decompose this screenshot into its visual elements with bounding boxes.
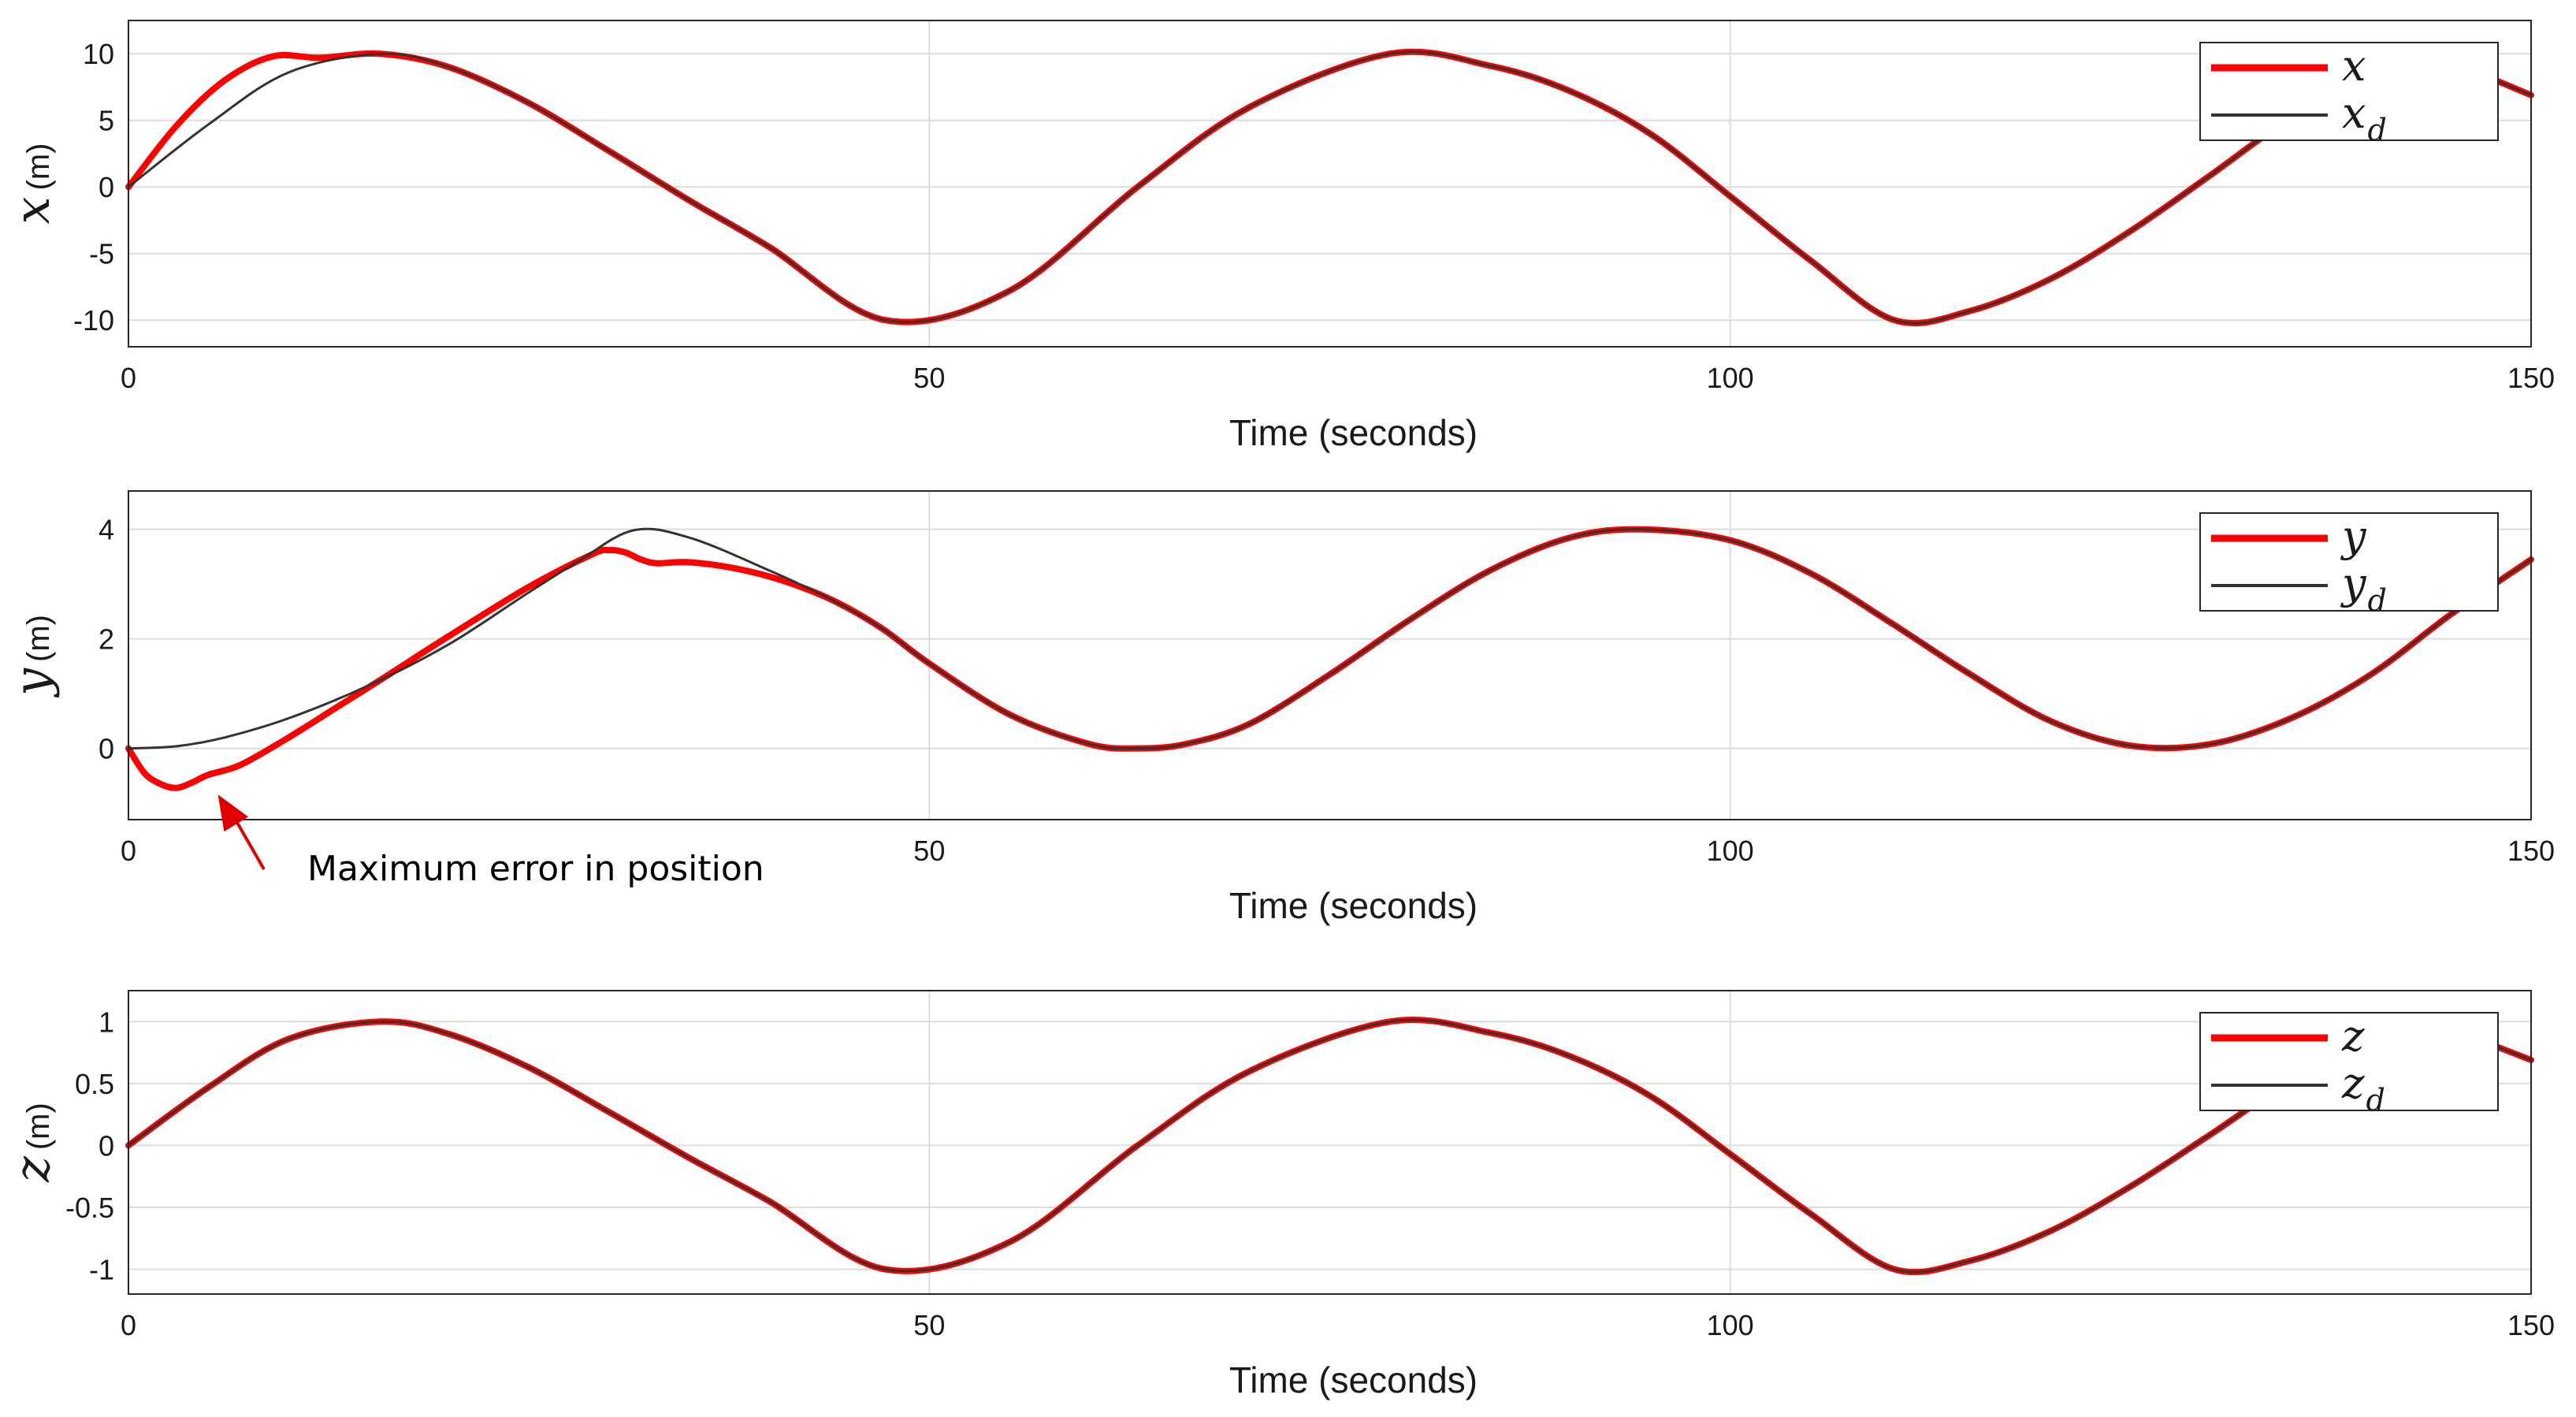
legend: yyd [2199,511,2499,618]
x-tick-label: 50 [913,835,945,867]
x-tick-label: 150 [2507,835,2555,867]
legend-label-x: x [2342,41,2366,91]
x-axis-label: Time (seconds) [1229,1359,1478,1400]
legend: zzd [2199,1011,2499,1118]
legend-symbol: y [2340,559,2367,608]
y-axis-symbol: y [3,668,61,698]
axes-frame [128,490,2532,820]
grid [128,20,2532,347]
y-tick-label: -10 [73,304,114,337]
legend-symbol: x [2342,41,2366,91]
legend-label-x-d: xd [2342,88,2387,147]
y-axis-unit: (m) [21,1103,56,1150]
legend-box [2199,42,2499,141]
legend-subscript: d [2366,1083,2385,1118]
y-axis-unit: (m) [21,615,56,662]
plot-area [128,491,2531,820]
x-tick-label: 0 [121,835,136,867]
x-tick-label: 0 [121,1309,136,1341]
x-tick-label: 100 [1707,1309,1754,1341]
legend-label-z-d: zd [2341,1058,2385,1118]
y-tick-label: 10 [83,38,114,70]
x-tick-label: 150 [2507,362,2555,394]
y-tick-label: 0 [99,1129,114,1162]
axes-frame [128,990,2532,1295]
series-line-y-d [127,527,2533,750]
legend-label-y-d: yd [2340,559,2387,618]
x-tick-label: 150 [2507,1309,2555,1341]
y-axis-label: x (m) [3,143,61,225]
y-tick-label: 1 [99,1006,114,1038]
annotation: Maximum error in position [217,794,764,889]
y-axis-label: z (m) [3,1103,61,1183]
legend-symbol: y [2340,511,2367,561]
grid [128,991,2532,1294]
y-tick-label: 4 [99,514,114,546]
series-line-x-d [127,50,2533,325]
annotation-arrow-head [217,794,249,832]
y-tick-label: -1 [89,1254,114,1286]
x-tick-label: 100 [1707,835,1754,867]
y-tick-label: -0.5 [65,1192,114,1224]
x-tick-label: 100 [1707,362,1754,394]
y-tick-label: 5 [99,105,114,137]
y-tick-label: 0 [99,733,114,765]
legend-symbol: x [2342,88,2366,138]
x-axis-label: Time (seconds) [1229,412,1478,453]
legend-subscript: d [2367,113,2386,147]
legend-subscript: d [2368,583,2387,618]
y-axis-symbol: x [3,196,61,224]
legend-box [2199,1012,2499,1111]
legend: xxd [2199,41,2499,147]
plot-area [128,991,2531,1294]
x-tick-label: 0 [121,362,136,394]
y-tick-label: -5 [89,238,114,270]
annotation-text: Maximum error in position [307,849,764,889]
y-tick-label: 0 [99,171,114,203]
y-tick-label: 2 [99,623,114,656]
legend-symbol: z [2341,1011,2365,1061]
legend-box [2199,512,2499,612]
legend-label-z: z [2341,1011,2365,1061]
x-axis-label: Time (seconds) [1229,885,1478,926]
series-line-z-d [127,1018,2533,1274]
y-axis-symbol: z [3,1156,61,1183]
y-axis-label: y (m) [3,615,61,698]
legend-label-y: y [2340,511,2367,561]
y-axis-unit: (m) [21,143,56,191]
y-tick-label: 0.5 [75,1068,114,1100]
x-tick-label: 50 [913,1309,945,1341]
x-tick-label: 50 [913,362,945,394]
axes-frame [128,20,2532,348]
legend-symbol: z [2341,1058,2365,1108]
plot-area [128,20,2531,347]
